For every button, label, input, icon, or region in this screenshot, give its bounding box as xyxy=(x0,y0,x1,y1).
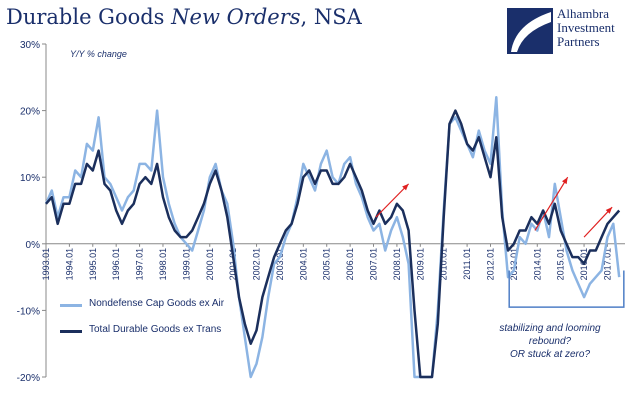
x-tick-label: 2009.01 xyxy=(415,248,425,281)
y-tick-label: 0% xyxy=(26,240,41,251)
trend-arrow-line-3 xyxy=(583,206,613,238)
y-tick-label: 20% xyxy=(20,107,40,118)
alhambra-logo-icon xyxy=(507,8,553,54)
x-tick-label: 1994.01 xyxy=(64,248,74,281)
annotation-line3: OR stuck at zero? xyxy=(509,349,591,360)
y-axis-title: Y/Y % change xyxy=(70,49,127,59)
logo-text: Alhambra Investment Partners xyxy=(557,7,615,49)
x-tick-label: 1999.01 xyxy=(181,248,191,281)
x-tick-label: 2017.01 xyxy=(602,248,612,281)
title-part2: New Orders xyxy=(171,5,301,29)
period-bracket xyxy=(508,270,625,308)
x-tick-label: 1996.01 xyxy=(111,248,121,281)
y-tick-label: -20% xyxy=(17,373,40,384)
series-line-1 xyxy=(44,96,621,379)
annotation-line2: rebound? xyxy=(528,336,572,347)
trend-arrow-line-1 xyxy=(375,183,410,218)
x-tick-label: 2003.01 xyxy=(275,248,285,281)
x-tick-label: 1997.01 xyxy=(135,248,145,281)
x-tick-label: 2006.01 xyxy=(345,248,355,281)
trend-arrow-head-1 xyxy=(402,183,409,191)
title-part1: Durable Goods xyxy=(6,5,172,29)
trend-arrow-head-2 xyxy=(561,177,568,185)
x-tick-label: 2010.01 xyxy=(439,248,449,281)
x-tick-label: 2000.01 xyxy=(205,248,215,281)
y-tick-label: 10% xyxy=(20,173,40,184)
title-part3: , NSA xyxy=(300,5,362,29)
x-tick-label: 2014.01 xyxy=(532,248,542,281)
trend-arrow-line-2 xyxy=(534,176,569,231)
x-tick-label: 2007.01 xyxy=(369,248,379,281)
trend-arrow-head-3 xyxy=(605,207,613,214)
series-line-2 xyxy=(45,109,621,379)
legend-label-series1: Nondefense Cap Goods ex Air xyxy=(89,298,225,309)
x-tick-label: 2005.01 xyxy=(322,248,332,281)
y-tick-label: 30% xyxy=(20,40,40,51)
legend-swatch-series1 xyxy=(60,304,82,307)
x-tick-label: 2011.01 xyxy=(462,248,472,280)
x-tick-label: 2012.01 xyxy=(485,248,495,281)
x-tick-label: 1993.01 xyxy=(41,248,51,281)
x-tick-label: 2015.01 xyxy=(556,248,566,281)
y-tick-label: -10% xyxy=(17,306,40,317)
x-tick-label: 2004.01 xyxy=(298,248,308,281)
logo-line3: Partners xyxy=(557,34,600,49)
x-tick-label: 1998.01 xyxy=(158,248,168,281)
x-tick-label: 1995.01 xyxy=(88,248,98,281)
legend-swatch-series2 xyxy=(60,330,82,333)
annotation-line1: stabilizing and looming xyxy=(499,323,601,334)
x-tick-label: 2008.01 xyxy=(392,248,402,281)
logo-line1: Alhambra xyxy=(557,6,609,21)
legend-label-series2: Total Durable Goods ex Trans xyxy=(89,324,222,335)
annotation-text: stabilizing and looming rebound? OR stuc… xyxy=(470,322,630,361)
x-tick-label: 2002.01 xyxy=(252,248,262,281)
logo-line2: Investment xyxy=(557,20,615,35)
chart-title: Durable Goods New Orders, NSA xyxy=(6,5,362,29)
